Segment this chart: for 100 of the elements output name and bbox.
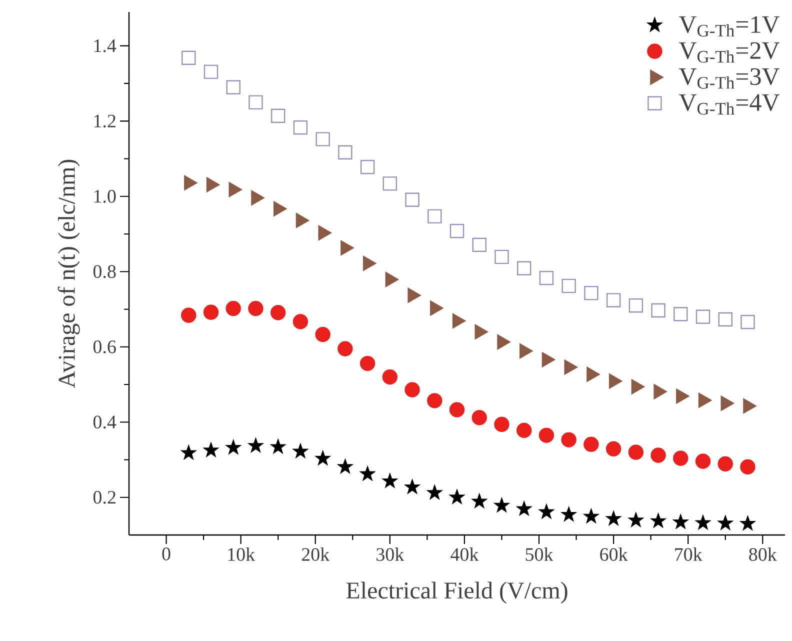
- point: [427, 393, 442, 408]
- point: [338, 341, 353, 356]
- point: [696, 515, 710, 530]
- point: [674, 307, 688, 322]
- y-tick-label: 1.4: [94, 39, 116, 52]
- x-tick-label: 0: [162, 548, 170, 560]
- point: [673, 450, 688, 466]
- point: [562, 278, 576, 294]
- point: [181, 445, 196, 460]
- point: [360, 466, 375, 480]
- point: [382, 369, 398, 385]
- point: [673, 514, 688, 528]
- point: [248, 95, 263, 110]
- point: [270, 305, 286, 320]
- point: [651, 513, 666, 528]
- point: [516, 501, 532, 516]
- point: [248, 300, 264, 316]
- point: [292, 314, 308, 330]
- point: [293, 120, 308, 135]
- y-tick-label: 0.8: [93, 265, 116, 278]
- point: [606, 441, 622, 456]
- point: [584, 436, 599, 452]
- point: [740, 314, 755, 330]
- point: [516, 261, 532, 276]
- point: [539, 504, 554, 518]
- legend-label: V$_{G-Th}$=2V: [678, 42, 780, 63]
- point: [315, 326, 330, 342]
- x-tick-label: 40k: [450, 548, 479, 561]
- point: [696, 310, 710, 324]
- point: [740, 516, 755, 530]
- legend-label: V$_{G-Th}$=3V: [678, 68, 780, 89]
- point: [539, 270, 554, 286]
- point: [226, 80, 240, 94]
- point: [182, 50, 196, 65]
- point: [718, 312, 732, 327]
- y-tick-label: 0.4: [93, 416, 116, 429]
- point: [203, 304, 219, 320]
- x-tick-label: 10k: [228, 548, 256, 561]
- point: [472, 238, 486, 252]
- point: [472, 494, 487, 508]
- x-tick-label: 60k: [600, 548, 628, 561]
- y-tick-label: 0.2: [93, 490, 116, 504]
- y-tick-label: 1.0: [94, 190, 116, 203]
- point: [204, 442, 218, 457]
- point: [204, 64, 218, 79]
- point: [427, 485, 442, 500]
- point: [450, 490, 464, 504]
- point: [338, 459, 352, 474]
- point: [494, 498, 509, 512]
- point: [404, 382, 420, 398]
- x-tick-label: 70k: [675, 548, 702, 561]
- point: [628, 512, 644, 527]
- point: [494, 416, 510, 432]
- point: [338, 145, 352, 160]
- point: [270, 439, 286, 454]
- point: [316, 132, 330, 146]
- point: [450, 224, 464, 238]
- x-tick-label: 20k: [302, 548, 330, 561]
- x-tick-label: 80k: [749, 548, 777, 561]
- point: [606, 293, 621, 308]
- point: [181, 308, 196, 323]
- y-axis-title: Avirage of n(t) (elc/nm): [58, 160, 80, 388]
- point: [226, 300, 241, 316]
- x-tick-label: 30k: [376, 548, 404, 561]
- point: [516, 422, 532, 438]
- point: [270, 108, 286, 123]
- point: [628, 298, 644, 313]
- point: [494, 250, 509, 264]
- point: [382, 474, 398, 488]
- point: [584, 508, 598, 523]
- point: [360, 160, 375, 174]
- point: [405, 480, 420, 494]
- point: [360, 356, 376, 372]
- point: [740, 459, 756, 474]
- point: [382, 176, 398, 191]
- point: [405, 192, 420, 207]
- point: [248, 438, 263, 452]
- point: [538, 428, 554, 443]
- point: [695, 454, 711, 469]
- point: [606, 511, 621, 526]
- y-tick-label: 0.6: [93, 340, 116, 354]
- point: [718, 456, 733, 472]
- point: [718, 516, 733, 530]
- point: [428, 209, 442, 224]
- legend-label: V$_{G-Th}$=1V: [678, 16, 780, 37]
- point: [651, 303, 666, 318]
- point: [562, 507, 576, 521]
- point: [449, 402, 465, 418]
- y-tick-label: 1.2: [94, 114, 116, 128]
- point: [293, 444, 308, 458]
- point: [584, 286, 598, 300]
- point: [226, 440, 241, 454]
- point: [316, 451, 330, 465]
- point: [561, 432, 576, 448]
- point: [628, 444, 644, 460]
- x-tick-label: 50k: [526, 548, 554, 561]
- legend-label: V$_{G-Th}$=4V: [678, 94, 780, 115]
- x-axis-title: Electrical Field (V/cm): [346, 582, 568, 604]
- point: [650, 448, 666, 463]
- point: [472, 410, 487, 426]
